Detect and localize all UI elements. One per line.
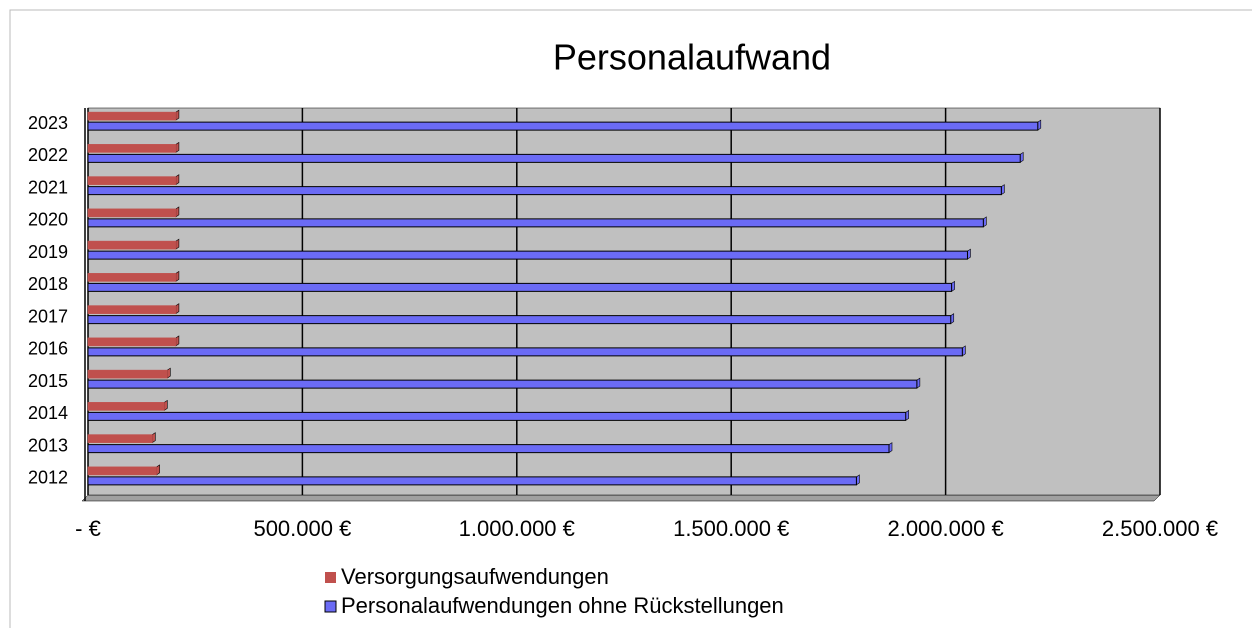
y-tick-label: 2022 — [28, 145, 68, 165]
y-tick-label: 2021 — [28, 177, 68, 197]
x-tick-label: 1.500.000 € — [673, 516, 789, 541]
bar — [87, 379, 918, 389]
legend-label: Versorgungsaufwendungen — [341, 564, 609, 589]
bar-side — [175, 109, 180, 121]
plot-floor — [81, 494, 1161, 502]
bar — [87, 402, 165, 411]
y-tick-label: 2017 — [28, 306, 68, 326]
bar — [87, 347, 963, 357]
bar-side — [167, 367, 171, 379]
y-tick-label: 2014 — [28, 403, 68, 423]
y-tick-label: 2016 — [28, 339, 68, 359]
x-tick-label: 500.000 € — [253, 516, 351, 541]
bar — [87, 273, 177, 282]
y-tick-label: 2012 — [28, 468, 68, 488]
bar — [87, 121, 1039, 131]
y-tick-label: 2019 — [28, 242, 68, 262]
bar — [87, 369, 168, 379]
x-tick-label: 2.000.000 € — [887, 516, 1003, 541]
bar — [87, 218, 984, 228]
bar-side — [156, 464, 160, 476]
y-tick-label: 2013 — [28, 435, 68, 455]
bar — [87, 282, 953, 292]
bar-side — [164, 399, 168, 411]
bar — [87, 153, 1021, 163]
x-tick-label: 2.500.000 € — [1102, 516, 1218, 541]
bar — [87, 250, 968, 260]
chart-title: Personalaufwand — [553, 37, 831, 78]
bar — [87, 476, 857, 486]
bar — [87, 434, 153, 443]
bar — [87, 144, 177, 153]
bar — [87, 186, 1002, 196]
x-tick-label: 1.000.000 € — [459, 516, 575, 541]
plot-area — [87, 107, 1161, 496]
bar — [87, 240, 177, 250]
legend-label: Personalaufwendungen ohne Rückstellungen — [341, 593, 784, 618]
bar — [87, 111, 177, 121]
bar-side — [175, 303, 180, 315]
y-tick-label: 2018 — [28, 274, 68, 294]
bar-side — [152, 432, 156, 444]
legend-swatch — [324, 600, 337, 613]
bar — [87, 305, 177, 314]
bar-side — [175, 238, 180, 250]
bar-side — [175, 141, 180, 153]
bar — [87, 466, 157, 476]
y-tick-label: 2023 — [28, 113, 68, 133]
y-tick-label: 2015 — [28, 371, 68, 391]
x-tick-label: - € — [75, 516, 101, 541]
bar — [87, 337, 177, 347]
bar — [87, 315, 952, 325]
bar — [87, 208, 177, 218]
bar-side — [175, 206, 180, 218]
legend-swatch — [325, 572, 336, 583]
bar-side — [175, 174, 180, 186]
bar — [87, 411, 907, 421]
bar-side — [175, 270, 180, 282]
y-tick-label: 2020 — [28, 210, 68, 230]
bar — [87, 176, 177, 185]
bar — [87, 444, 890, 454]
bar-side — [175, 335, 180, 347]
